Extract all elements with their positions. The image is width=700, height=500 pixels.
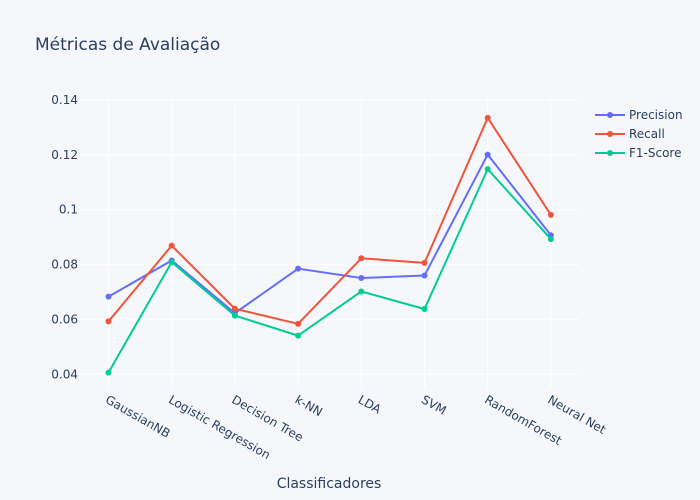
- legend-swatch-marker: [607, 131, 613, 137]
- legend-label: F1-Score: [629, 146, 681, 160]
- legend-swatch-marker: [607, 112, 613, 118]
- data-point[interactable]: [484, 166, 491, 173]
- data-point[interactable]: [547, 236, 554, 243]
- legend[interactable]: Precision Recall F1-Score: [595, 108, 683, 160]
- series-recall: [105, 114, 554, 327]
- data-point[interactable]: [295, 332, 302, 339]
- legend-item[interactable]: F1-Score: [595, 146, 681, 160]
- data-point[interactable]: [168, 259, 175, 266]
- data-point[interactable]: [547, 211, 554, 218]
- legend-label: Precision: [629, 108, 683, 122]
- data-point[interactable]: [358, 255, 365, 262]
- series-line: [107, 116, 552, 325]
- data-point[interactable]: [421, 306, 428, 313]
- data-point[interactable]: [231, 305, 238, 312]
- y-tick-label: 0.12: [51, 148, 78, 162]
- data-point[interactable]: [105, 293, 112, 300]
- x-axis-title: Classificadores: [277, 476, 382, 492]
- y-tick-label: 0.04: [51, 367, 78, 381]
- legend-item[interactable]: Precision: [595, 108, 683, 122]
- data-point[interactable]: [105, 369, 112, 376]
- series-line: [107, 168, 552, 374]
- data-point[interactable]: [358, 275, 365, 282]
- legend-swatch-marker: [607, 150, 613, 156]
- data-point[interactable]: [484, 151, 491, 158]
- y-tick-label: 0.06: [51, 312, 78, 326]
- data-point[interactable]: [295, 265, 302, 272]
- y-axis-ticks: 0.04 0.06 0.08 0.1 0.12 0.14: [51, 93, 78, 381]
- series-f1-score: [105, 166, 554, 376]
- data-point[interactable]: [358, 288, 365, 295]
- data-point[interactable]: [484, 114, 491, 121]
- chart-title: Métricas de Avaliação: [35, 35, 220, 55]
- data-point[interactable]: [105, 318, 112, 325]
- data-point[interactable]: [421, 272, 428, 279]
- data-point[interactable]: [168, 242, 175, 249]
- y-tick-label: 0.1: [59, 203, 78, 217]
- y-tick-label: 0.14: [51, 93, 78, 107]
- data-point[interactable]: [421, 259, 428, 266]
- data-point[interactable]: [295, 320, 302, 327]
- legend-label: Recall: [629, 127, 665, 141]
- y-tick-label: 0.08: [51, 258, 78, 272]
- data-point[interactable]: [231, 312, 238, 319]
- legend-item[interactable]: Recall: [595, 127, 665, 141]
- series-line: [108, 153, 552, 315]
- plot-series: [105, 114, 554, 376]
